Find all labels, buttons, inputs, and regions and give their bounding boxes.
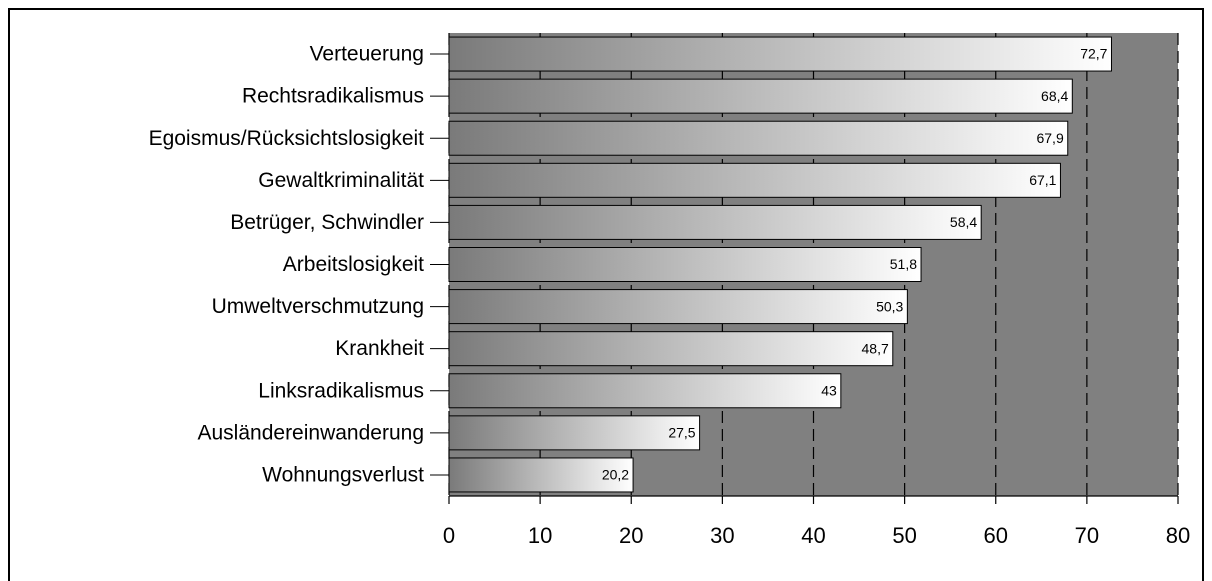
bar	[448, 331, 894, 367]
value-label: 67,9	[1036, 130, 1063, 146]
y-tick-label: Egoismus/Rücksichtslosigkeit	[149, 127, 425, 150]
y-tick-label: Linksradikalismus	[258, 379, 424, 402]
y-tick-label: Krankheit	[335, 337, 424, 360]
value-label: 48,7	[862, 340, 889, 356]
bar	[448, 457, 634, 493]
x-tick-label: 10	[528, 523, 552, 548]
y-tick-label: Umweltverschmutzung	[212, 295, 424, 318]
y-tick-label: Ausländereinwanderung	[198, 421, 425, 444]
bar	[448, 247, 922, 282]
y-tick-label: Betrüger, Schwindler	[230, 211, 424, 234]
x-tick-label: 50	[892, 523, 916, 548]
value-label: 43	[821, 382, 837, 398]
value-label: 68,4	[1041, 88, 1068, 104]
y-tick-label: Arbeitslosigkeit	[283, 253, 424, 276]
value-label: 58,4	[950, 214, 977, 230]
y-tick-label: Gewaltkriminalität	[258, 169, 424, 192]
value-label: 50,3	[876, 298, 903, 314]
value-label: 20,2	[602, 467, 629, 483]
bar	[448, 415, 701, 451]
value-label: 51,8	[890, 256, 917, 272]
bar	[448, 162, 1061, 198]
y-tick-label: Rechtsradikalismus	[242, 85, 424, 108]
y-tick-label: Wohnungsverlust	[262, 464, 424, 487]
bar	[448, 78, 1073, 114]
value-label: 27,5	[668, 425, 695, 441]
bar	[448, 36, 1112, 72]
bar	[448, 204, 982, 240]
value-label: 67,1	[1029, 172, 1056, 188]
y-tick-label: Verteuerung	[310, 43, 424, 66]
x-tick-label: 60	[984, 523, 1008, 548]
x-tick-label: 40	[801, 523, 825, 548]
frame	[8, 8, 1204, 581]
x-tick-label: 20	[619, 523, 643, 548]
x-tick-label: 70	[1075, 523, 1099, 548]
x-tick-label: 80	[1166, 523, 1190, 548]
bar	[448, 120, 1069, 156]
value-label: 72,7	[1080, 46, 1107, 62]
bar	[448, 373, 842, 409]
x-tick-label: 0	[443, 523, 455, 548]
bar	[448, 289, 908, 325]
x-tick-label: 30	[710, 523, 734, 548]
